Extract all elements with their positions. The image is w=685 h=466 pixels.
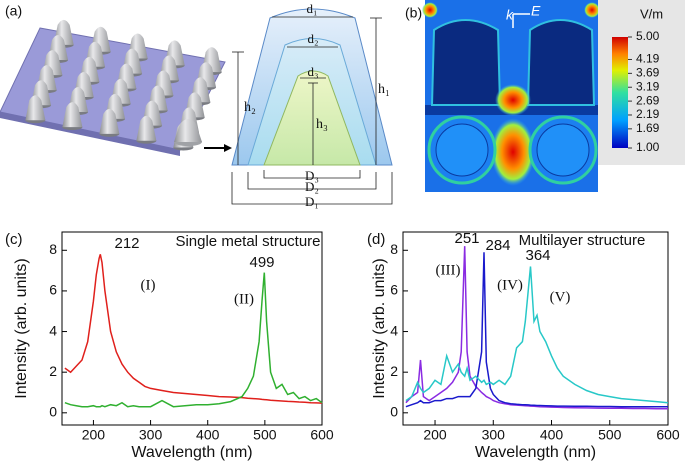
x-tick-label: 300 bbox=[139, 427, 163, 443]
y-tick-label: 4 bbox=[390, 322, 398, 338]
peak-label: 499 bbox=[249, 254, 274, 271]
series-label: (II) bbox=[234, 291, 254, 307]
peak-label: 212 bbox=[114, 235, 139, 252]
pillar-section bbox=[430, 19, 502, 106]
hot-spot bbox=[422, 2, 438, 18]
dim-label: D₃ bbox=[305, 168, 319, 183]
colorbar-tick-label: 5.00 bbox=[636, 29, 660, 43]
panel-label: (a) bbox=[5, 3, 22, 19]
pillar-section bbox=[526, 19, 596, 106]
pillar bbox=[99, 108, 120, 134]
pillar-top bbox=[536, 123, 590, 177]
e-label: E bbox=[531, 3, 541, 19]
x-tick-label: 200 bbox=[82, 427, 106, 443]
pillar-top bbox=[435, 123, 489, 177]
x-axis-label: Wavelength (nm) bbox=[131, 444, 252, 461]
y-axis-label: Intensity (arb. units) bbox=[13, 258, 30, 399]
colorbar bbox=[612, 37, 628, 148]
pillar bbox=[136, 115, 157, 141]
y-tick-label: 2 bbox=[390, 363, 398, 379]
colorbar-tick-label: 2.19 bbox=[636, 107, 660, 121]
panel-a: (a) d₁ d₂ d₃ h₂ h₃ h₁ D₃ D₂ D₁ bbox=[0, 1, 393, 209]
dim-label: d₃ bbox=[307, 64, 318, 79]
series-label: (IV) bbox=[497, 277, 523, 293]
y-tick-label: 0 bbox=[390, 404, 398, 420]
panel-label: (c) bbox=[5, 231, 23, 248]
panel-label: (b) bbox=[405, 5, 422, 21]
dim-label: h₁ bbox=[378, 82, 390, 97]
hot-spot bbox=[584, 2, 600, 18]
charts: 200 300 400 500 600 0 2 4 6 8 (I) (II) 212 499 Single … bbox=[5, 230, 680, 461]
colorbar-ticks: 5.00 4.193.693.192.692.191.69 1.00 bbox=[628, 29, 660, 154]
series-label: (V) bbox=[550, 289, 571, 305]
series-line bbox=[405, 252, 668, 408]
colorbar-tick-label: 1.00 bbox=[636, 140, 660, 154]
dim-label: D₂ bbox=[305, 179, 319, 194]
colorbar-title: V/m bbox=[640, 6, 663, 21]
k-label: k bbox=[506, 7, 514, 23]
series-line bbox=[64, 254, 323, 404]
colorbar-tick-label: 2.69 bbox=[636, 93, 660, 107]
substrate-edge bbox=[0, 112, 180, 156]
y-tick-label: 8 bbox=[390, 241, 398, 257]
chart-title: Single metal structure bbox=[175, 233, 320, 250]
chart-title: Multilayer structure bbox=[519, 232, 646, 249]
dim-label: h₃ bbox=[316, 117, 328, 132]
x-tick-label: 400 bbox=[196, 427, 220, 443]
dimension-lines bbox=[231, 16, 393, 205]
colorbar-tick-label: 4.19 bbox=[636, 52, 660, 66]
peak-label: 364 bbox=[525, 247, 550, 264]
y-tick-label: 6 bbox=[390, 282, 398, 298]
colorbar-tick-label: 3.19 bbox=[636, 79, 660, 93]
dim-label: h₂ bbox=[244, 100, 256, 115]
pillar bbox=[62, 102, 83, 128]
panel-b: k E V/m (b) 5.00 4.193.693.192.692.191.69… bbox=[405, 0, 685, 192]
x-tick-label: 200 bbox=[423, 427, 447, 443]
y-tick-label: 8 bbox=[49, 241, 57, 257]
y-axis-label: Intensity (arb. units) bbox=[371, 258, 388, 399]
series-line bbox=[405, 266, 669, 404]
single-pillar bbox=[174, 119, 202, 142]
plot-frame bbox=[402, 231, 669, 426]
x-tick-label: 500 bbox=[253, 427, 277, 443]
hot-spot bbox=[491, 118, 535, 186]
x-tick-label: 600 bbox=[656, 427, 680, 443]
x-axis-label: Wavelength (nm) bbox=[475, 444, 596, 461]
plot-frame bbox=[61, 231, 323, 426]
y-tick-label: 0 bbox=[49, 404, 57, 420]
peak-label: 251 bbox=[454, 230, 479, 247]
series-label: (III) bbox=[436, 262, 461, 278]
x-tick-label: 400 bbox=[540, 427, 564, 443]
series-label: (I) bbox=[141, 277, 156, 293]
dim-label: d₂ bbox=[307, 31, 318, 46]
dim-label: d₁ bbox=[306, 1, 317, 16]
peak-label: 284 bbox=[485, 237, 510, 254]
y-tick-label: 2 bbox=[49, 363, 57, 379]
panel-label: (d) bbox=[367, 231, 385, 248]
series-line bbox=[405, 246, 668, 410]
x-tick-label: 500 bbox=[598, 427, 622, 443]
pillar bbox=[25, 95, 46, 121]
y-tick-label: 4 bbox=[49, 322, 57, 338]
series-line bbox=[64, 272, 323, 408]
x-tick-label: 300 bbox=[482, 427, 506, 443]
colorbar-tick-label: 3.69 bbox=[636, 66, 660, 80]
y-tick-label: 6 bbox=[49, 282, 57, 298]
dim-label: D₁ bbox=[305, 194, 319, 209]
hot-spot bbox=[495, 84, 531, 116]
colorbar-tick-label: 1.69 bbox=[636, 121, 660, 135]
x-tick-label: 600 bbox=[310, 427, 334, 443]
inner-layer bbox=[263, 70, 361, 166]
arrow-head bbox=[224, 144, 232, 152]
